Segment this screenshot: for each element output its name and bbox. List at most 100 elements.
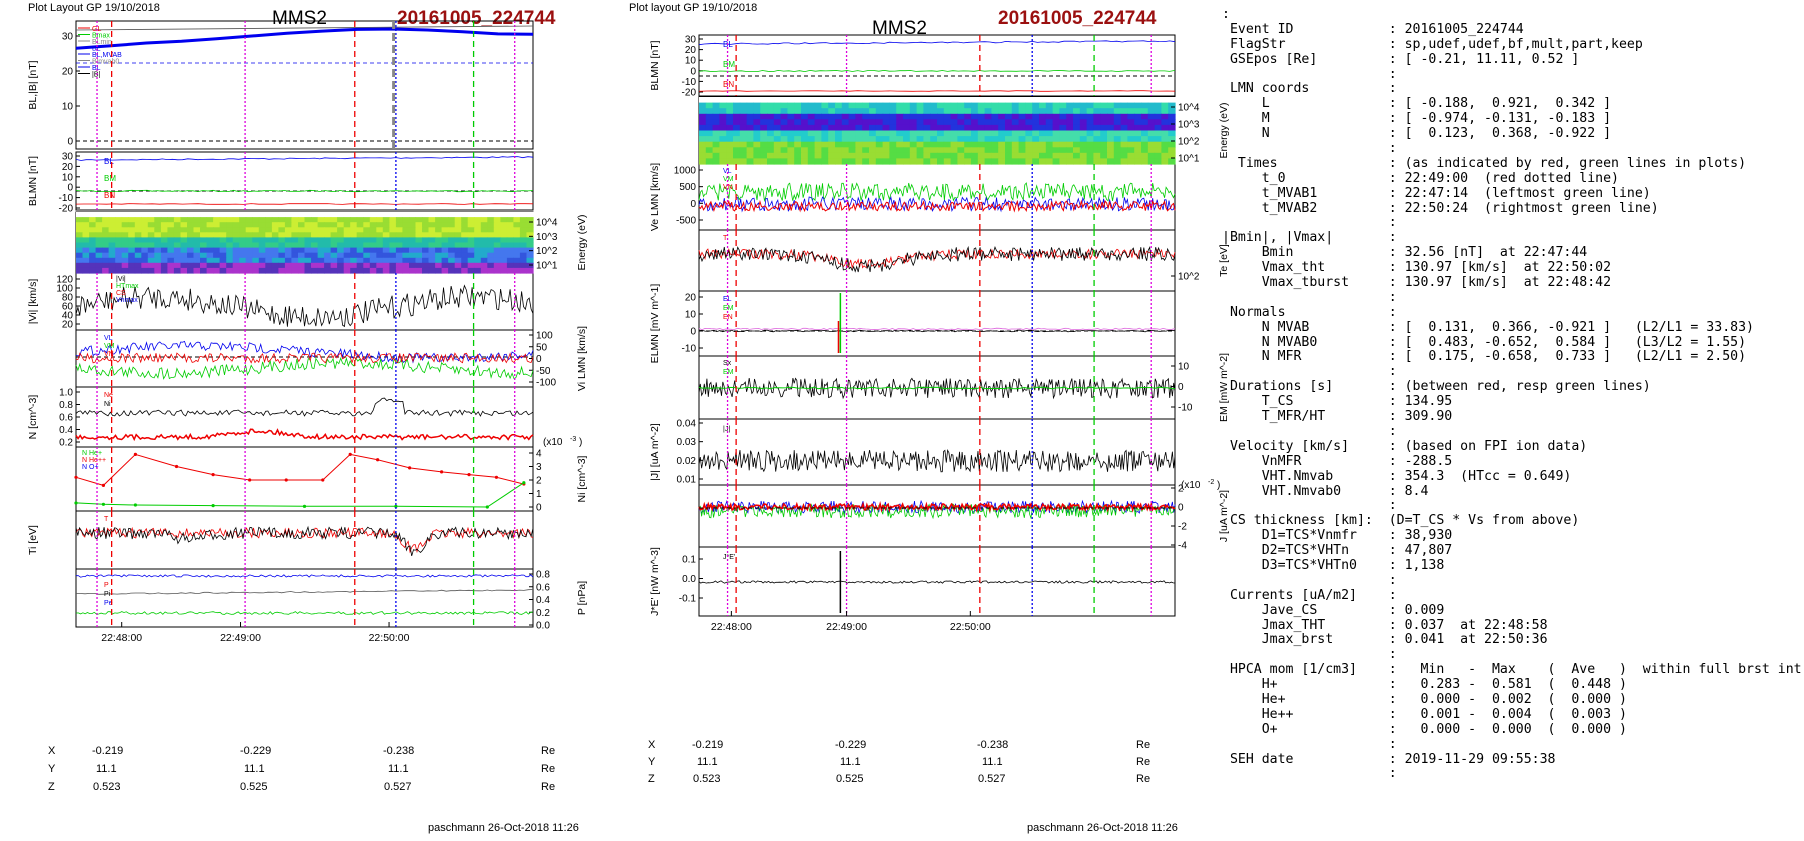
spectrogram-cell [317,227,325,233]
spectrogram-cell [154,217,162,223]
spectrogram-cell [835,136,843,143]
spectrogram-cell [278,222,286,228]
spectrogram-cell [226,237,234,244]
spectrogram-cell [746,119,754,126]
spectrogram-cell [409,232,417,238]
spectrogram-cell [278,242,286,249]
left-p4-tick-label: 100 [56,284,73,295]
spectrogram-cell [141,217,149,223]
spectrogram-cell [82,232,90,238]
spectrogram-cell [869,97,877,104]
spectrogram-cell [115,247,123,254]
mid-pos-x-2: -0.229 [835,739,867,751]
left-p5-tick-label: -50 [536,366,551,377]
spectrogram-cell [1045,119,1054,126]
spectrogram-cell [409,267,417,274]
spectrogram-cell [513,232,521,238]
spectrogram-cell [284,242,292,249]
spectrogram-cell [1147,119,1156,126]
time-tick-label: 22:50:00 [369,632,410,644]
mid-p8-tick-label: -4 [1178,541,1187,552]
mid-p5-tick-label: 20 [685,293,697,304]
spectrogram-cell [767,152,775,159]
spectrogram-cell [324,247,332,254]
legend-label: N He+ [82,450,102,457]
spectrogram-cell [964,97,972,104]
spectrogram-cell [298,237,306,244]
spectrogram-cell [943,130,952,137]
spectrogram-cell [402,222,410,228]
spectrogram-cell [160,217,168,223]
mid-p8-tick-label: -2 [1178,522,1187,533]
spectrogram-cell [807,136,816,143]
spectrogram-cell [304,242,312,249]
spectrogram-cell [1100,141,1108,148]
spectrogram-cell [909,97,918,104]
spectrogram-cell [984,97,992,104]
spectrogram-cell [780,97,788,104]
spectrogram-cell [1161,119,1169,126]
spectrogram-cell [753,152,761,159]
spectrogram-cell [991,136,999,143]
spectrogram-cell [977,136,986,143]
spectrogram-cell [875,158,884,165]
spectrogram-cell [213,262,221,269]
spectrogram-cell [213,257,221,264]
spectrogram-cell [226,267,234,274]
spectrogram-cell [821,108,829,115]
event-summary-text: : Event ID : 20161005_224744 FlagStr : s… [1222,7,1802,782]
spectrogram-cell [814,130,822,137]
spectrogram-cell [862,152,870,159]
spectrogram-cell [291,262,299,269]
spectrogram-cell [869,158,877,165]
spectrogram-cell [909,124,918,132]
pos-unit-x: Re [541,745,556,757]
spectrogram-cell [108,222,116,228]
legend-label: HTmax [116,283,139,290]
spectrogram-cell [1059,136,1067,143]
spectrogram-cell [1168,141,1176,148]
spectrogram-cell [923,152,931,159]
spectrogram-cell [382,257,390,264]
spectrogram-cell [814,124,822,132]
spectrogram-cell [950,141,958,148]
spectrogram-cell [180,262,188,269]
spectrogram-cell [773,141,782,148]
spectrogram-cell [828,119,836,126]
spectrogram-cell [835,97,843,104]
left-p9-tick-label: 0.6 [536,582,550,593]
spectrogram-cell [278,227,286,233]
spectrogram-cell [991,119,999,126]
spectrogram-cell [506,217,514,223]
spectrogram-cell [1018,113,1026,120]
spectrogram-cell [882,130,890,137]
spectrogram-cell [1059,97,1067,104]
spectrogram-cell [1052,130,1060,137]
spectrogram-cell [1147,152,1156,159]
spectrogram-cell [991,141,999,148]
spectrogram-cell [739,147,748,154]
pos-unit-y: Re [541,763,556,775]
spectrogram-cell [245,257,253,264]
spectrogram-cell [733,113,741,120]
spectrogram-cell [998,147,1006,154]
spectrogram-cell [977,130,986,137]
spectrogram-cell [422,262,430,269]
spectrogram-cell [435,217,443,223]
spectrogram-cell [493,237,501,244]
spectrogram-cell [1168,124,1176,132]
mid-p6-tick-label: -10 [1178,403,1193,414]
spectrogram-cell [206,227,214,233]
spectrogram-cell [1032,136,1040,143]
spectrogram-cell [1134,97,1142,104]
spectrogram-cell [395,222,403,228]
spectrogram-cell [422,247,430,254]
spectrogram-cell [226,227,234,233]
spectrogram-cell [461,237,469,244]
spectrogram-cell [1107,136,1115,143]
spectrogram-cell [102,212,110,218]
pos-row-label-z: Z [48,781,55,793]
legend-label: VM [723,176,734,183]
spectrogram-cell [415,237,423,244]
spectrogram-cell [513,242,521,249]
